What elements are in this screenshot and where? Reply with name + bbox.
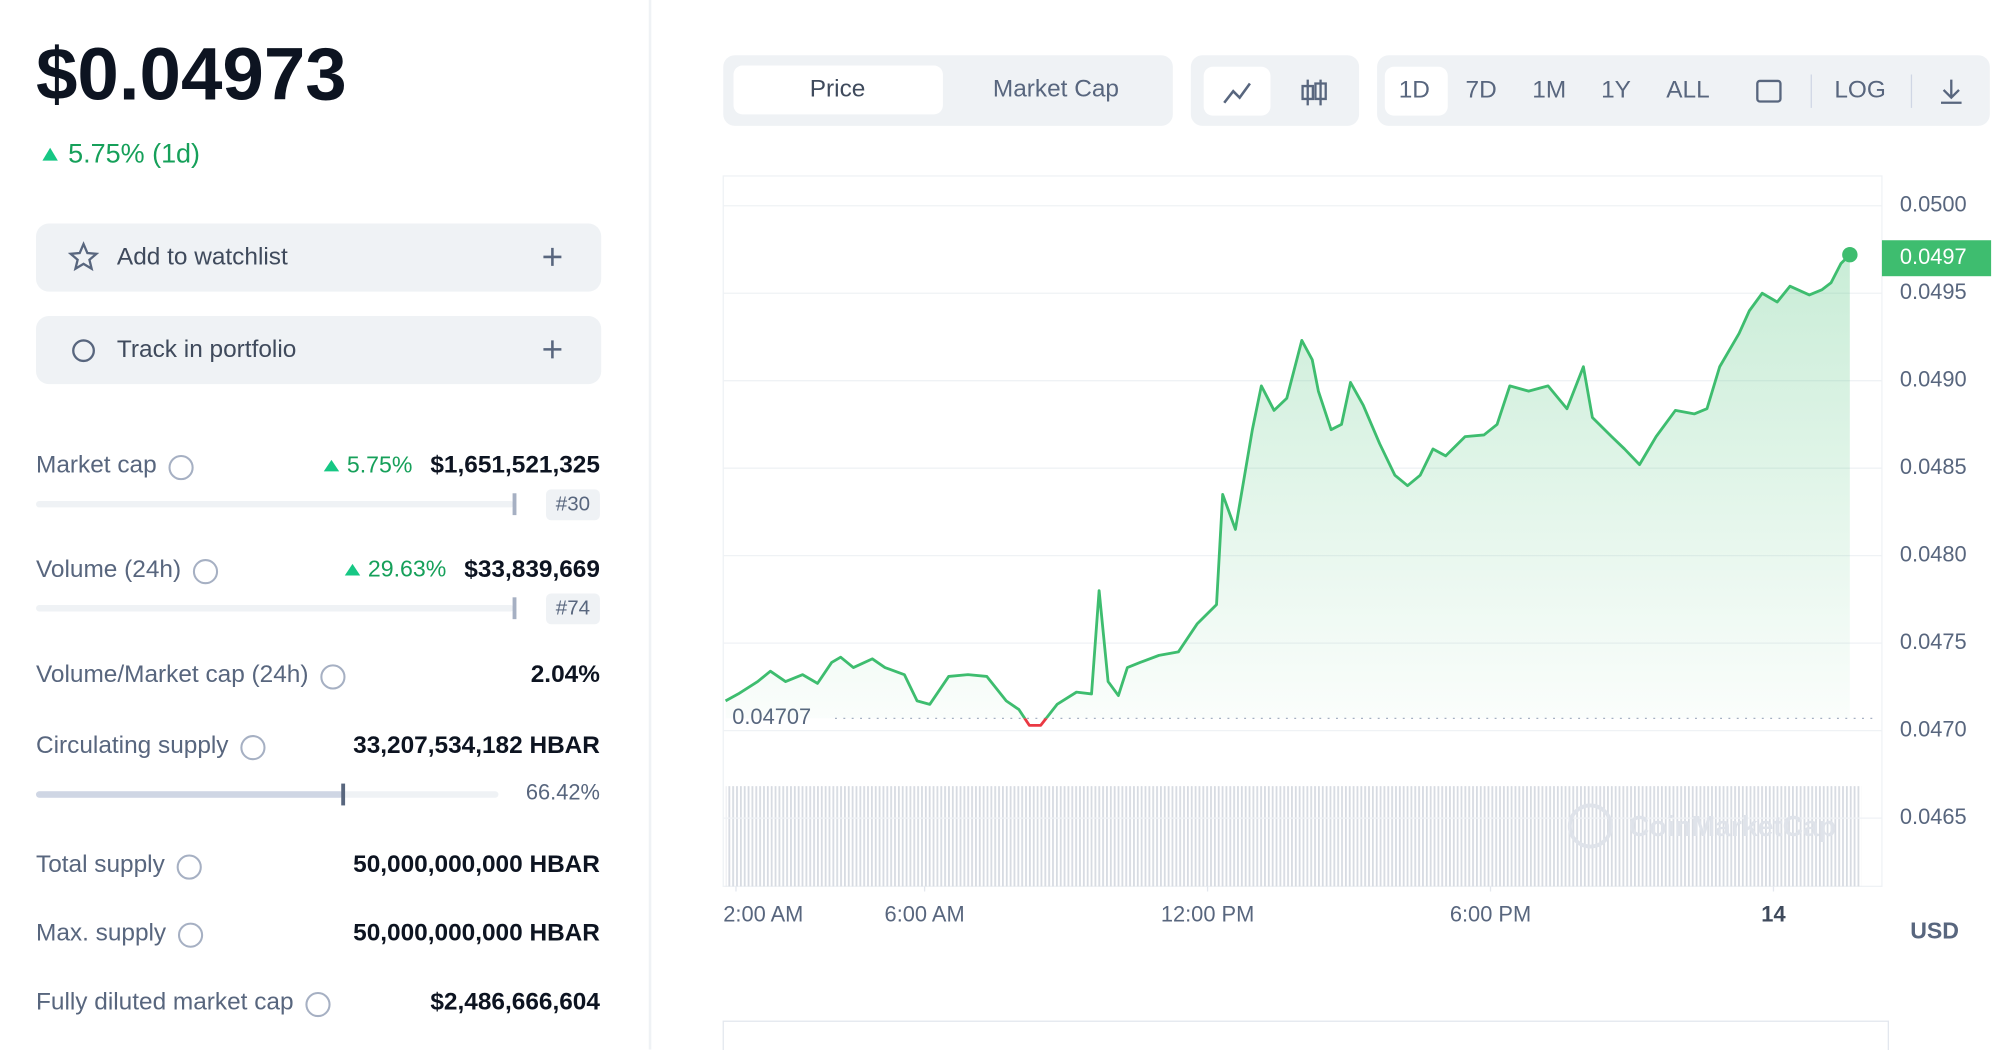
progress-marker: [341, 783, 346, 806]
up-arrow: [323, 459, 340, 472]
x-tick-label: 6:00 AM: [885, 902, 965, 927]
info-icon: [176, 854, 202, 880]
range-button[interactable]: 1M: [1532, 77, 1566, 104]
range-button[interactable]: 1Y: [1601, 77, 1631, 104]
portfolio-icon: [72, 339, 95, 363]
y-tick-label: 0.0465: [1900, 804, 1967, 829]
plus-icon: [543, 247, 562, 266]
progress-marker: [512, 597, 517, 620]
unit-label: USD: [1910, 918, 1959, 944]
line-icon: [1223, 82, 1251, 104]
progress-fill: [36, 791, 344, 798]
value: 50,000,000,000 HBAR: [353, 919, 600, 946]
value: 33,207,534,182 HBAR: [353, 732, 600, 759]
y-tick-label: 0.0475: [1900, 629, 1967, 654]
tab[interactable]: Price: [810, 75, 866, 102]
info-icon: [177, 922, 204, 948]
plus-icon: [543, 340, 562, 359]
info-icon: [240, 735, 266, 761]
end-dot: [1842, 247, 1858, 263]
value: $2,486,666,604: [430, 989, 600, 1016]
y-tick-label: 0.0500: [1900, 191, 1967, 216]
stat-label: Volume/Market cap (24h): [36, 661, 309, 688]
navigator: [722, 1020, 1889, 1050]
info-icon: [305, 991, 331, 1018]
price: $0.04973: [36, 32, 347, 115]
stat-label: Total supply: [36, 851, 166, 878]
rank-badge: [545, 593, 600, 625]
up-arrow: [42, 147, 58, 161]
y-tick-label: 0.0495: [1900, 279, 1967, 304]
download-icon[interactable]: [1941, 79, 1962, 104]
progress-track: [36, 605, 514, 612]
info-icon: [320, 664, 346, 690]
stat-label: Volume (24h): [36, 556, 181, 583]
range-button[interactable]: 1D: [1399, 77, 1430, 104]
rank: #74: [556, 596, 590, 619]
y-tick-label: 0.0490: [1900, 366, 1967, 391]
price-change: 5.75% (1d): [68, 139, 200, 169]
info-icon: [168, 454, 194, 481]
stats: Market cap $1,651,521,325 5.75% #30 Volume (…: [36, 451, 600, 1018]
stat-change: 5.75%: [347, 451, 413, 477]
chart: 0.0500 0.0495 0.0490 0.0485 0.0480 0.0475 0.04…: [723, 191, 1992, 944]
tab-active[interactable]: [733, 65, 943, 115]
value: 50,000,000,000 HBAR: [353, 851, 600, 878]
percent: 66.42%: [526, 780, 600, 805]
rank: #30: [556, 492, 590, 515]
value: $33,839,669: [464, 556, 600, 583]
button-label: Add to watchlist: [117, 244, 288, 271]
stat-label: Fully diluted market cap: [36, 989, 294, 1016]
watchlist-button[interactable]: [36, 223, 602, 292]
log-button[interactable]: LOG: [1834, 77, 1886, 104]
calendar-icon[interactable]: [1756, 79, 1782, 103]
button-label: Track in portfolio: [117, 336, 296, 363]
range-group: [1377, 55, 1990, 126]
range-button[interactable]: ALL: [1666, 77, 1709, 104]
volume-texture: [725, 786, 1862, 887]
x-tick-label: 14: [1761, 902, 1786, 927]
star-icon: [67, 241, 100, 272]
tab[interactable]: Market Cap: [993, 75, 1119, 102]
ranges: 1D 7D 1M 1Y ALL: [1399, 77, 1710, 104]
value: $1,651,521,325: [430, 452, 600, 479]
stat-label: Market cap: [36, 452, 157, 479]
watermark-logo: [1567, 803, 1613, 849]
progress-track: [36, 500, 514, 508]
range-button[interactable]: 7D: [1466, 77, 1497, 104]
rank-badge: [545, 489, 600, 521]
info-icon: [192, 559, 219, 585]
y-tick-label: 0.0480: [1900, 541, 1967, 566]
y-tick-label: 0.0485: [1900, 454, 1967, 479]
watermark: CoinMarketCap: [1629, 810, 1836, 842]
up-arrow: [344, 563, 361, 576]
area-fill: [725, 254, 1850, 719]
x-tick-label: 12:00 PM: [1161, 902, 1254, 927]
price-badge-label: 0.0497: [1900, 244, 1967, 269]
price-badge: [1881, 240, 1992, 277]
progress-marker: [512, 493, 517, 516]
portfolio-button[interactable]: [36, 316, 602, 385]
line-type-button[interactable]: [1203, 66, 1271, 116]
value: 2.04%: [531, 661, 600, 688]
range-active[interactable]: [1384, 66, 1448, 116]
y-tick-label: 0.0470: [1900, 716, 1967, 741]
stat-label: Circulating supply: [36, 732, 229, 759]
stat-change: 29.63%: [368, 555, 446, 581]
stat-label: Max. supply: [36, 919, 167, 946]
candle-icon[interactable]: [1301, 79, 1327, 106]
price-line: [724, 253, 1851, 719]
x-tick-label: 2:00 AM: [723, 902, 803, 927]
x-tick-label: 6:00 PM: [1450, 902, 1531, 927]
